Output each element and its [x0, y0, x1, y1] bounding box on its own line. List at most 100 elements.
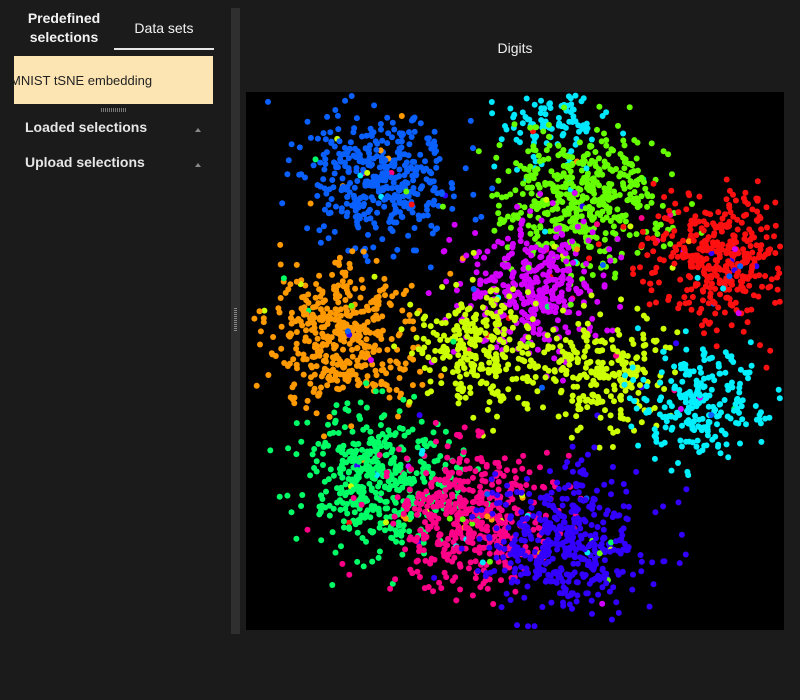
data-point [457, 433, 463, 440]
data-point [724, 413, 731, 420]
data-point [491, 227, 498, 234]
data-point [380, 185, 387, 191]
data-point [380, 366, 387, 373]
data-point [658, 394, 665, 401]
data-point [368, 194, 375, 201]
data-point [479, 559, 486, 566]
data-point [713, 272, 720, 279]
data-point [528, 244, 535, 251]
data-point [517, 162, 524, 169]
data-point [277, 261, 284, 268]
data-point [723, 196, 730, 203]
data-point [265, 372, 272, 378]
data-point [416, 506, 423, 513]
data-point [483, 461, 490, 468]
data-point [591, 546, 598, 553]
data-point [513, 160, 520, 167]
tab-predefined-selections[interactable]: Predefined selections [27, 10, 101, 45]
data-point [707, 211, 714, 218]
data-point [581, 333, 588, 340]
dataset-card[interactable]: MNIST tSNE embedding [14, 56, 213, 104]
data-point [330, 366, 337, 373]
data-point [603, 580, 610, 587]
data-point [278, 323, 285, 330]
resize-grip[interactable] [101, 108, 127, 112]
data-point [566, 267, 573, 274]
data-point [546, 276, 553, 282]
data-point [703, 255, 710, 262]
data-point [548, 263, 555, 270]
data-point [555, 281, 562, 288]
data-point [753, 263, 760, 270]
data-point [701, 265, 708, 272]
data-point [342, 163, 349, 170]
data-point [576, 139, 583, 146]
data-point [304, 419, 311, 426]
data-point [477, 380, 484, 387]
data-point [757, 342, 763, 349]
data-point [706, 284, 713, 291]
data-point [532, 235, 538, 242]
loaded-selections-header[interactable]: Loaded selections [25, 115, 205, 139]
data-point [489, 192, 496, 199]
data-point [549, 292, 556, 299]
data-point [740, 246, 747, 253]
data-point [452, 309, 459, 316]
data-point [489, 274, 496, 281]
data-point [457, 482, 464, 489]
data-point [608, 491, 614, 498]
data-point [397, 365, 404, 372]
data-point [676, 301, 683, 307]
data-point [313, 468, 320, 475]
data-point [717, 450, 724, 457]
data-point [322, 358, 329, 365]
data-point [453, 287, 460, 294]
data-point [379, 327, 386, 334]
data-point [638, 558, 645, 565]
data-point [568, 296, 575, 303]
data-point [398, 390, 404, 397]
data-point [389, 535, 396, 542]
data-point [565, 329, 572, 336]
data-point [519, 217, 526, 224]
data-point [324, 382, 331, 389]
data-point [597, 311, 604, 318]
data-point [326, 430, 333, 437]
data-point [566, 309, 573, 316]
tab-data-sets[interactable]: Data sets [114, 8, 214, 50]
data-point [366, 440, 373, 447]
data-point [594, 210, 601, 217]
data-point [754, 208, 761, 215]
data-point [441, 546, 448, 553]
data-point [469, 513, 476, 520]
data-point [565, 286, 572, 292]
data-point [489, 481, 496, 488]
data-point [734, 216, 741, 223]
data-point [388, 336, 395, 342]
upload-selections-header[interactable]: Upload selections [25, 150, 205, 174]
data-point [504, 235, 511, 242]
data-point [623, 515, 630, 522]
scatter-plot[interactable] [246, 92, 784, 630]
dataset-name: MNIST tSNE embedding [14, 72, 153, 88]
data-point [320, 314, 327, 321]
data-point [611, 257, 618, 264]
data-point [349, 428, 356, 435]
data-point [459, 318, 465, 325]
data-point [746, 254, 753, 261]
data-point [494, 329, 501, 336]
data-point [363, 216, 370, 223]
data-point [368, 357, 374, 363]
data-point [334, 112, 341, 119]
data-point [296, 171, 303, 178]
data-point [456, 524, 463, 531]
data-point [581, 371, 588, 378]
panel-splitter[interactable] [231, 8, 240, 634]
data-point [475, 148, 482, 155]
data-point [391, 126, 398, 133]
data-point [542, 179, 549, 186]
data-point [396, 148, 403, 155]
data-point [360, 426, 367, 433]
data-point [360, 203, 367, 210]
data-point [542, 259, 549, 266]
